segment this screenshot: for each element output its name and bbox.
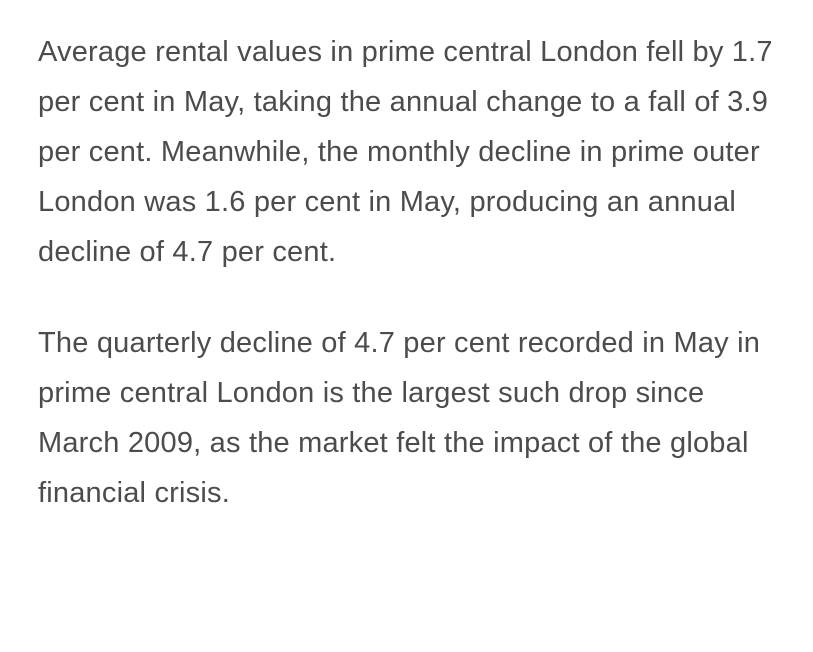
body-paragraph-1: Average rental values in prime central L… [38, 28, 775, 277]
body-paragraph-2: The quarterly decline of 4.7 per cent re… [38, 319, 775, 519]
